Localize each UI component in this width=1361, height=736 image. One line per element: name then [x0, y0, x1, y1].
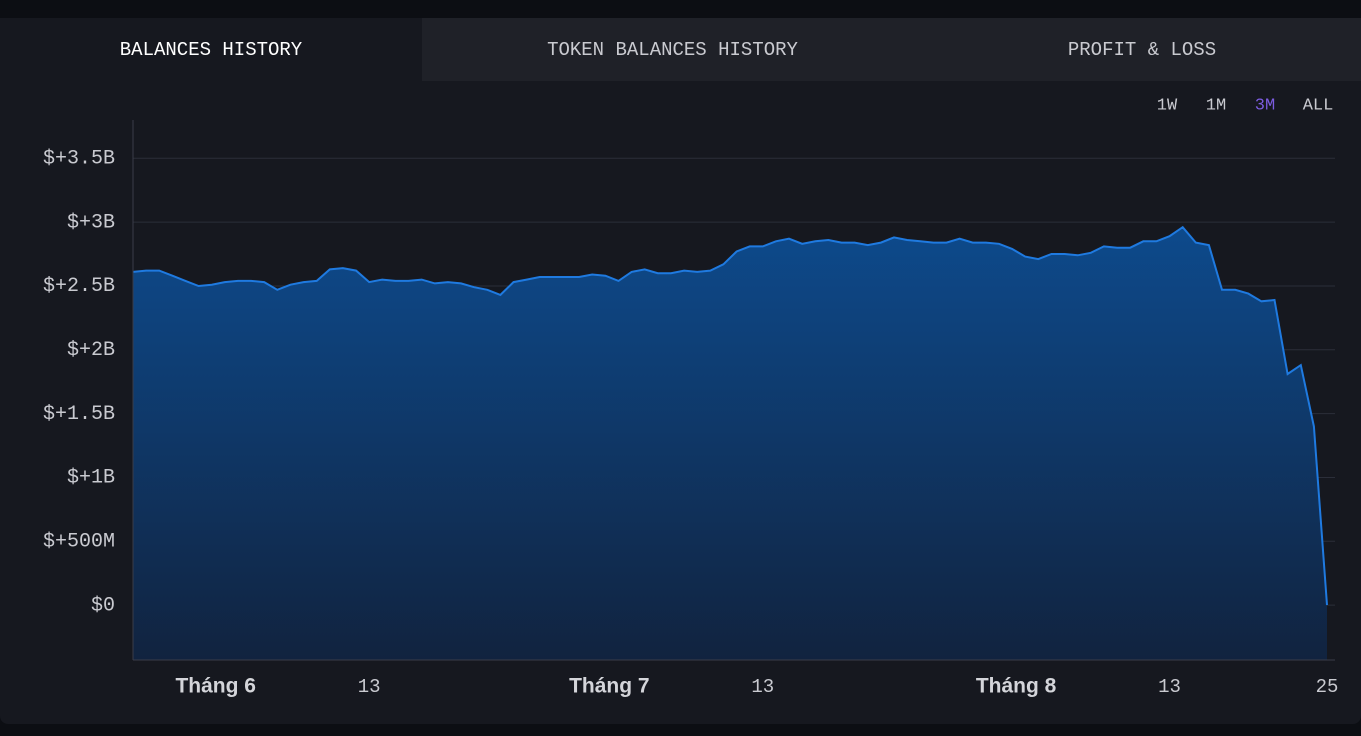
y-tick-label: $+2.5B: [43, 275, 115, 298]
x-tick-label: 25: [1316, 676, 1339, 698]
y-tick-label: $+1B: [67, 467, 115, 490]
x-tick-label: 13: [1158, 676, 1181, 698]
y-tick-label: $0: [91, 594, 115, 617]
tab-label[interactable]: BALANCES HISTORY: [120, 39, 303, 61]
x-tick-label: Tháng 7: [569, 675, 650, 698]
tab-label[interactable]: TOKEN BALANCES HISTORY: [547, 39, 798, 61]
x-tick-label: Tháng 8: [976, 675, 1057, 698]
y-tick-label: $+2B: [67, 339, 115, 362]
y-tick-label: $+3.5B: [43, 148, 115, 171]
y-tick-label: $+3B: [67, 211, 115, 234]
area-fill: [133, 227, 1327, 660]
x-tick-label: 13: [358, 676, 381, 698]
range-buttons: 1W 1M 3M ALL: [1157, 96, 1334, 115]
y-tick-label: $+1.5B: [43, 403, 115, 426]
y-tick-label: $+500M: [43, 531, 115, 554]
area-line: [132, 225, 1328, 606]
range-button[interactable]: ALL: [1303, 96, 1334, 115]
range-button[interactable]: 1M: [1206, 96, 1226, 115]
range-button[interactable]: 3M: [1255, 96, 1275, 115]
tab-bg[interactable]: [923, 18, 1361, 81]
tabs: BALANCES HISTORY TOKEN BALANCES HISTORY PR…: [0, 18, 1361, 81]
tab-bg[interactable]: [422, 18, 923, 81]
tab-bg[interactable]: [0, 18, 422, 81]
plot: $0 $+500M $+1B $+1.5B $+2B $+2.5B $+3B $+3.5B Th…: [43, 120, 1338, 698]
x-tick-label: Tháng 6: [175, 675, 256, 698]
x-tick-label: 13: [751, 676, 774, 698]
tab-label[interactable]: PROFIT & LOSS: [1068, 39, 1216, 61]
range-button[interactable]: 1W: [1157, 96, 1178, 115]
